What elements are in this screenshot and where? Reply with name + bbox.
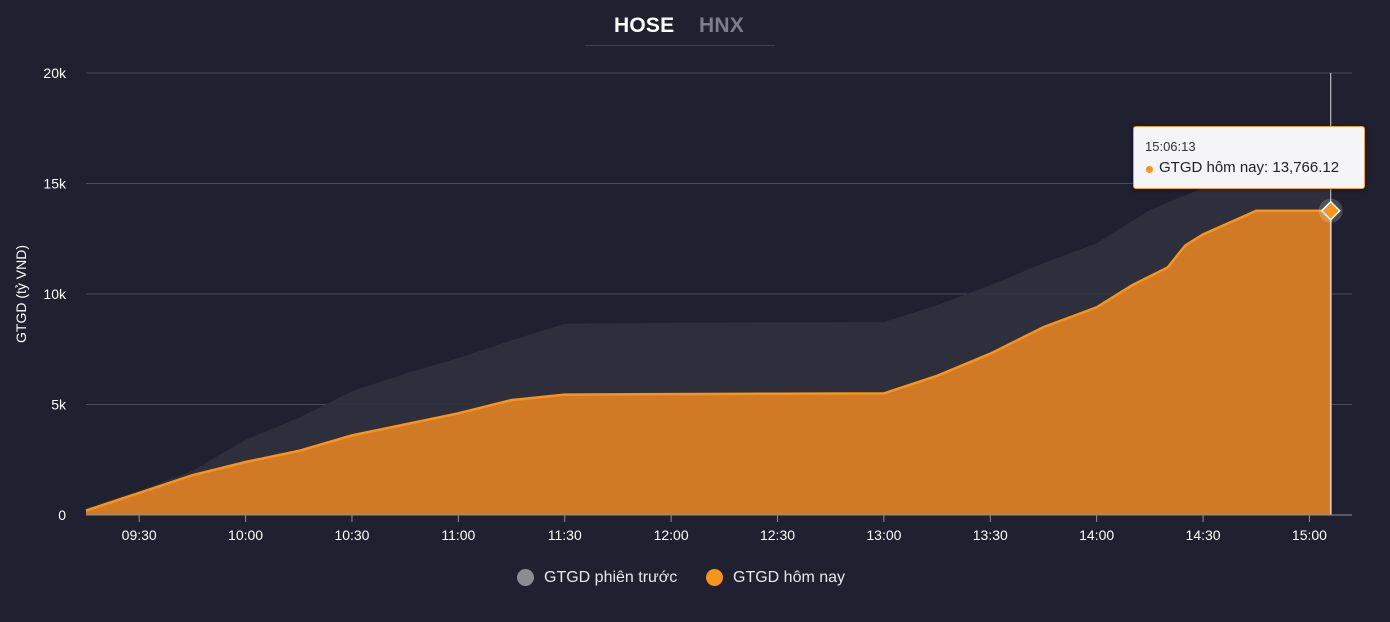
x-tick-label: 14:00 bbox=[1079, 527, 1114, 543]
x-tick-label: 10:00 bbox=[228, 527, 263, 543]
x-tick-label: 14:30 bbox=[1186, 527, 1221, 543]
x-tick-label: 12:00 bbox=[654, 527, 689, 543]
exchange-tabs: HOSE HNX bbox=[585, 12, 775, 46]
legend-label-previous: GTGD phiên trước bbox=[544, 569, 678, 586]
x-tick-label: 09:30 bbox=[122, 527, 157, 543]
x-tick-label: 13:00 bbox=[866, 527, 901, 543]
y-tick-label: 10k bbox=[43, 286, 67, 302]
tooltip-value: GTGD hôm nay: 13,766.12 bbox=[1159, 159, 1340, 176]
tab-hose[interactable]: HOSE bbox=[614, 14, 675, 37]
x-tick-label: 12:30 bbox=[760, 527, 795, 543]
tab-hnx[interactable]: HNX bbox=[699, 14, 744, 37]
legend-label-today: GTGD hôm nay bbox=[733, 569, 846, 586]
x-tick-label: 13:30 bbox=[973, 527, 1008, 543]
series-area-today bbox=[86, 210, 1331, 516]
chart-tooltip: 15:06:13 GTGD hôm nay: 13,766.12 bbox=[1133, 126, 1365, 189]
tooltip-series-dot bbox=[1146, 166, 1153, 173]
y-tick-label: 5k bbox=[51, 397, 67, 413]
y-tick-label: 15k bbox=[43, 176, 67, 192]
legend-dot-today bbox=[706, 569, 723, 586]
x-tick-label: 11:00 bbox=[441, 527, 475, 543]
y-tick-label: 20k bbox=[43, 65, 67, 81]
y-tick-label: 0 bbox=[58, 507, 66, 523]
hover-marker bbox=[1320, 200, 1341, 221]
x-tick-label: 10:30 bbox=[334, 527, 369, 543]
y-axis-title: GTGD (tỷ VND) bbox=[13, 245, 29, 343]
x-tick-label: 11:30 bbox=[548, 527, 582, 543]
chart-legend: GTGD phiên trước GTGD hôm nay bbox=[0, 568, 1390, 590]
tooltip-time: 15:06:13 bbox=[1145, 139, 1196, 154]
series-line-today bbox=[85, 209, 1331, 512]
legend-dot-previous bbox=[517, 569, 534, 586]
x-tick-label: 15:00 bbox=[1292, 527, 1327, 543]
trading-value-chart: GTGD (tỷ VND) 0 5k 10k 15k 20k 09:30 10:00 10:30… bbox=[13, 65, 1352, 543]
